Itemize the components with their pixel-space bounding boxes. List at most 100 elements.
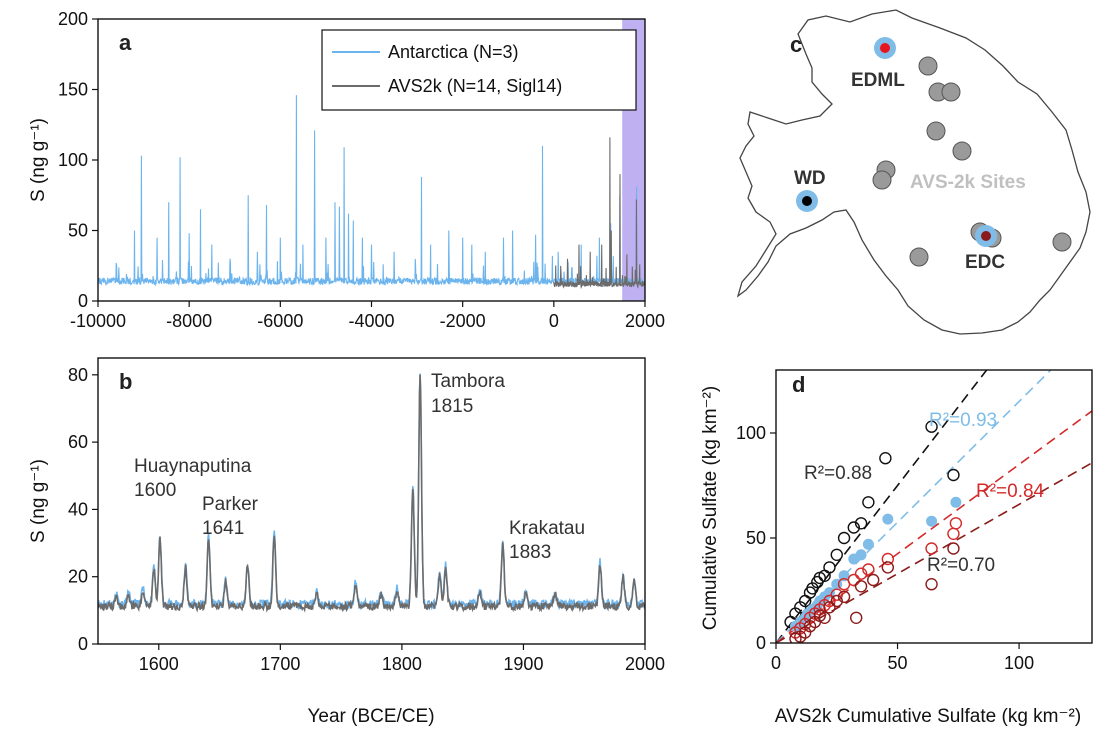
panel-c-letter: c bbox=[790, 32, 802, 57]
panel-b-timeseries: 1600 1700 1800 1900 2000 0 20 40 60 80 S (ng g⁻¹)… bbox=[28, 357, 665, 727]
panel-d-letter: d bbox=[792, 372, 805, 397]
panel-d-scatter: 0 50 100 0 50 100 Cumulative Sulfate (kg km⁻²… bbox=[700, 369, 1093, 727]
panel-a-ytick-label-3: 150 bbox=[58, 80, 88, 100]
r2-label-black: R²=0.88 bbox=[804, 463, 872, 484]
scatter-point-blue bbox=[926, 515, 938, 527]
panel-a-xtick-label-4: -2000 bbox=[440, 311, 486, 331]
scatter-point-black bbox=[925, 420, 938, 433]
avs-site-marker bbox=[941, 82, 961, 102]
annotation-huaynaputina-year: 1600 bbox=[134, 480, 176, 501]
scatter-point-blue bbox=[882, 513, 894, 525]
scatter-point-black bbox=[862, 496, 875, 509]
panel-c-map: c EDML WD EDC AVS-2k Sites bbox=[736, 9, 1091, 335]
r2-label-blue: R²=0.93 bbox=[929, 410, 997, 431]
scatter-point-blue bbox=[950, 496, 962, 508]
scatter-point-darkred bbox=[823, 601, 836, 614]
panel-a-xtick-label-2: -6000 bbox=[257, 311, 303, 331]
scatter-point-darkred bbox=[867, 573, 880, 587]
panel-a-ytick-label-4: 200 bbox=[58, 9, 88, 29]
panel-a-letter: a bbox=[119, 30, 132, 55]
scatter-point-darkred bbox=[947, 542, 960, 555]
scatter-point-darkred bbox=[850, 611, 863, 624]
panel-b-xtick-label-3: 1900 bbox=[503, 654, 543, 674]
panel-d-ytick-label-2: 100 bbox=[736, 423, 766, 443]
scatter-point-darkred bbox=[818, 611, 831, 624]
scatter-point-blue bbox=[838, 570, 850, 582]
scatter-point-black bbox=[854, 517, 868, 530]
panel-a-ylabel: S (ng g⁻¹) bbox=[28, 118, 49, 202]
map-label-avs-sites: AVS-2k Sites bbox=[910, 172, 1026, 193]
scatter-point-red bbox=[881, 552, 895, 566]
annotation-parker-year: 1641 bbox=[202, 518, 244, 539]
panel-b-letter: b bbox=[119, 369, 132, 394]
site-edml-marker bbox=[880, 43, 890, 53]
avs-site-marker bbox=[918, 56, 938, 76]
avs-site-marker bbox=[1052, 232, 1072, 252]
scatter-point-blue bbox=[823, 587, 835, 599]
scatter-point-red bbox=[823, 594, 836, 608]
scatter-point-red bbox=[847, 573, 860, 587]
fit-line-black bbox=[776, 370, 988, 643]
avs-site-marker bbox=[909, 247, 929, 267]
panel-d-xtick-label-0: 0 bbox=[771, 653, 781, 673]
panel-a-timeseries: -10000 -8000 -6000 -4000 -2000 0 2000 0 50 100 150… bbox=[28, 9, 665, 331]
annotation-huaynaputina: Huaynaputina bbox=[134, 456, 252, 477]
scatter-point-black bbox=[879, 452, 892, 465]
panel-b-xtick-label-4: 2000 bbox=[625, 654, 665, 674]
panel-a-xtick-label-6: 2000 bbox=[625, 311, 665, 331]
panel-a-ytick-label-0: 0 bbox=[78, 291, 88, 311]
site-wd-marker bbox=[802, 196, 812, 206]
panel-b-ytick-label-2: 40 bbox=[68, 499, 88, 519]
panel-a-ytick-label-2: 100 bbox=[58, 150, 88, 170]
panel-a-xtick-label-0: -10000 bbox=[70, 311, 126, 331]
legend-box bbox=[321, 29, 637, 111]
legend-label-antarctica: Antarctica (N=3) bbox=[388, 42, 519, 62]
scatter-point-red bbox=[925, 542, 938, 555]
panel-b-plot-area bbox=[98, 373, 645, 613]
panel-b-ytick-label-4: 80 bbox=[68, 365, 88, 385]
series-avs2k-line bbox=[553, 137, 645, 290]
panel-b-xtick-label-0: 1600 bbox=[139, 654, 179, 674]
scatter-point-darkred bbox=[925, 578, 938, 591]
series-antarctica-line bbox=[98, 95, 645, 287]
panel-a-plot-area bbox=[98, 95, 645, 290]
map-label-edml: EDML bbox=[851, 70, 905, 91]
avs-site-marker bbox=[926, 121, 946, 141]
panel-d-ytick-label-0: 0 bbox=[756, 633, 766, 653]
panel-b-xlabel: Year (BCE/CE) bbox=[307, 706, 434, 727]
annotation-tambora-year: 1815 bbox=[431, 396, 473, 417]
avs-site-marker bbox=[952, 141, 972, 161]
scatter-point-darkred bbox=[837, 590, 851, 603]
scatter-point-darkred bbox=[854, 580, 868, 593]
scatter-point-darkred bbox=[830, 594, 843, 608]
scatter-point-black bbox=[847, 521, 860, 534]
panel-b-frame bbox=[97, 357, 646, 645]
r2-label-darkred: R²=0.70 bbox=[927, 555, 995, 576]
series-antarctica-line-zoom bbox=[98, 373, 645, 612]
annotation-krakatau: Krakatau bbox=[509, 518, 585, 539]
panel-b-xtick-label-2: 1800 bbox=[382, 654, 422, 674]
panel-a-ytick-label-1: 50 bbox=[68, 221, 88, 241]
panel-b-xtick-label-1: 1700 bbox=[260, 654, 300, 674]
r2-label-red: R²=0.84 bbox=[976, 481, 1045, 502]
annotation-tambora: Tambora bbox=[431, 371, 505, 392]
scatter-point-blue bbox=[862, 538, 874, 550]
map-label-edc: EDC bbox=[965, 252, 1005, 273]
scatter-point-black bbox=[947, 468, 960, 482]
panel-a-axes: -10000 -8000 -6000 -4000 -2000 0 2000 0 50 100 150… bbox=[58, 9, 665, 331]
fit-line-blue bbox=[776, 370, 1052, 643]
panel-a-xtick-label-5: 0 bbox=[549, 311, 559, 331]
annotation-krakatau-year: 1883 bbox=[509, 542, 551, 563]
scatter-point-black bbox=[830, 548, 843, 561]
antarctica-outline bbox=[736, 9, 1091, 335]
panel-b-ylabel: S (ng g⁻¹) bbox=[28, 459, 49, 543]
scatter-point-red bbox=[862, 563, 875, 576]
panel-d-frame bbox=[775, 369, 1093, 644]
panel-d-ylabel: Cumulative Sulfate (kg km⁻²) bbox=[700, 386, 721, 630]
map-label-wd: WD bbox=[794, 168, 826, 189]
panel-d-plot-area bbox=[776, 370, 1092, 643]
panel-a-xtick-label-3: -4000 bbox=[348, 311, 394, 331]
scatter-point-red bbox=[949, 517, 963, 530]
panel-d-xtick-label-1: 50 bbox=[888, 653, 908, 673]
